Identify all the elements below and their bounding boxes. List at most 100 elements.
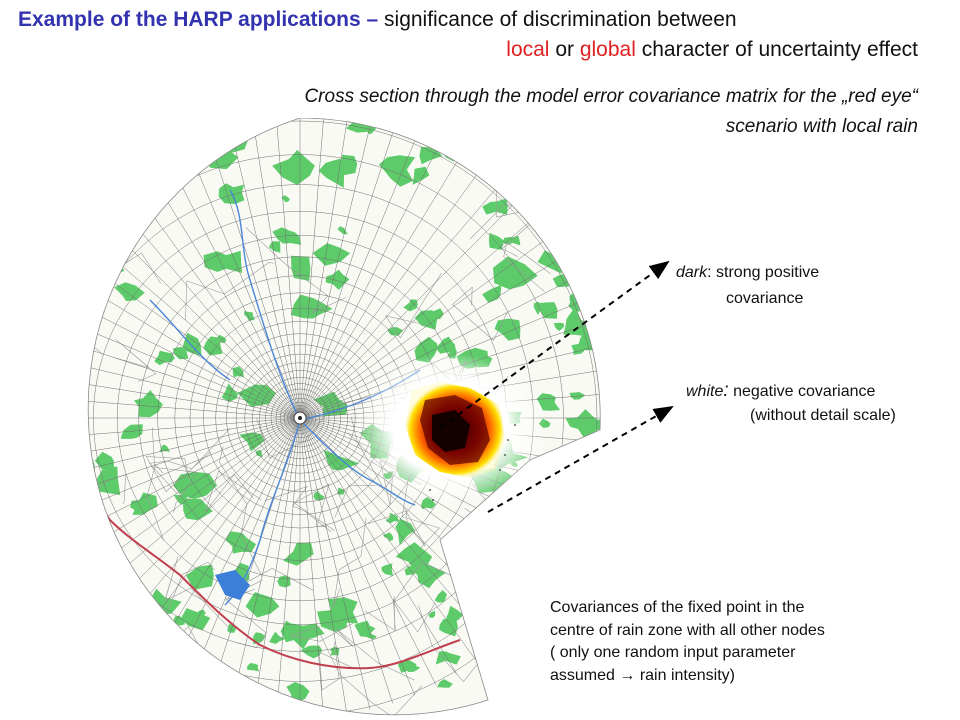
- road: [152, 427, 198, 513]
- road: [326, 624, 415, 681]
- subtitle-line-2: scenario with local rain: [725, 116, 918, 137]
- grid-spoke: [88, 417, 301, 442]
- grid-spoke: [88, 417, 301, 575]
- forest-patch: [564, 514, 577, 523]
- forest-patch: [569, 442, 579, 449]
- forest-patch: [96, 215, 104, 224]
- forest-patch: [437, 679, 453, 688]
- grid-ring: [283, 401, 317, 435]
- grid-spoke: [88, 302, 301, 419]
- covariance-field: [355, 353, 545, 503]
- forest-patch: [141, 599, 155, 610]
- forest-patch: [114, 282, 145, 302]
- forest-region: [530, 199, 590, 241]
- forest-patch: [385, 512, 399, 524]
- forest-patch: [54, 427, 71, 438]
- forest-patch: [269, 631, 286, 644]
- forest-patch: [93, 603, 108, 615]
- forest-patch: [291, 255, 311, 281]
- white-term: white: [686, 383, 724, 400]
- forest-patch: [221, 383, 238, 402]
- grid-ring: [259, 377, 341, 459]
- grid-spoke: [299, 205, 513, 419]
- forest-patch: [31, 417, 52, 433]
- road: [0, 500, 59, 576]
- road: [290, 623, 354, 642]
- forest-patch: [428, 610, 436, 618]
- grid-spoke: [88, 281, 301, 419]
- grid-ring: [270, 388, 330, 448]
- center-node: [293, 411, 307, 425]
- forest-patch: [272, 150, 315, 185]
- dark-annotation-line-2: covariance: [726, 290, 804, 307]
- grid-spoke: [299, 132, 393, 419]
- grid-spoke: [88, 394, 301, 419]
- title-line-1: Example of the HARP applications – signi…: [18, 8, 737, 32]
- grid-spoke: [88, 417, 301, 466]
- forest-patch: [459, 581, 482, 600]
- grid-ring: [265, 383, 335, 453]
- white-colon: :: [723, 380, 729, 401]
- road: [501, 166, 565, 193]
- grid-spoke: [299, 417, 477, 661]
- road: [88, 321, 103, 372]
- forest-patch: [19, 462, 48, 486]
- forest-patch: [378, 155, 416, 187]
- forest-patch: [449, 526, 481, 559]
- forest-patch: [337, 487, 346, 495]
- forest-patch: [329, 160, 344, 172]
- forest-patch: [327, 597, 359, 624]
- grid-spoke: [207, 417, 301, 704]
- grid-spoke: [299, 417, 416, 696]
- forest-patch: [203, 250, 242, 273]
- grid-spoke: [252, 121, 301, 419]
- grid-spoke: [299, 140, 416, 419]
- forest-patch: [30, 534, 51, 549]
- forest-patch: [40, 399, 65, 423]
- forest-patch: [397, 659, 417, 673]
- grid-spoke: [299, 417, 348, 715]
- grid-spoke: [299, 150, 437, 419]
- forest-patch: [298, 295, 314, 310]
- forest-patch: [247, 663, 260, 672]
- grid-spoke: [299, 417, 371, 710]
- forest-patch: [268, 241, 281, 253]
- grid-spoke: [229, 126, 301, 419]
- forest-patch: [94, 451, 114, 470]
- forest-region: [485, 585, 555, 635]
- grid-spoke: [88, 417, 301, 534]
- forest-patch: [203, 336, 223, 356]
- road: [318, 631, 423, 715]
- road: [563, 178, 601, 220]
- road: [539, 451, 585, 514]
- water-reservoir: [215, 570, 250, 600]
- bottom-note-line-2: centre of rain zone with all other nodes: [550, 621, 825, 639]
- road: [503, 634, 537, 677]
- forest-region: [88, 431, 95, 509]
- forest-patch: [337, 226, 348, 235]
- forest-patch: [206, 699, 218, 707]
- grid-ring: [275, 393, 325, 443]
- road: [13, 322, 66, 365]
- forest-patch: [495, 578, 506, 589]
- forest-patch: [274, 698, 297, 715]
- grid-spoke: [299, 417, 457, 674]
- title-highlight: Example of the HARP applications –: [18, 8, 379, 31]
- forest-patch: [186, 564, 214, 590]
- forest-patch: [173, 471, 218, 500]
- forest-region: [88, 528, 115, 592]
- road: [332, 517, 367, 608]
- bottom-note-line-3: ( only one random input parameter: [550, 644, 796, 661]
- title-text: significance of discrimination between: [378, 8, 737, 31]
- white-description: negative covariance: [728, 383, 876, 400]
- grid-spoke: [299, 118, 324, 419]
- grid-ring: [279, 397, 321, 439]
- forest-region: [88, 592, 160, 648]
- forest-patch: [130, 500, 156, 513]
- grid-spoke: [88, 325, 301, 419]
- grid-spoke: [88, 417, 301, 489]
- grid-spoke: [299, 121, 348, 419]
- forest-patch: [434, 590, 447, 603]
- road: [528, 121, 574, 214]
- bottom-note: Covariances of the fixed point in the ce…: [550, 597, 825, 687]
